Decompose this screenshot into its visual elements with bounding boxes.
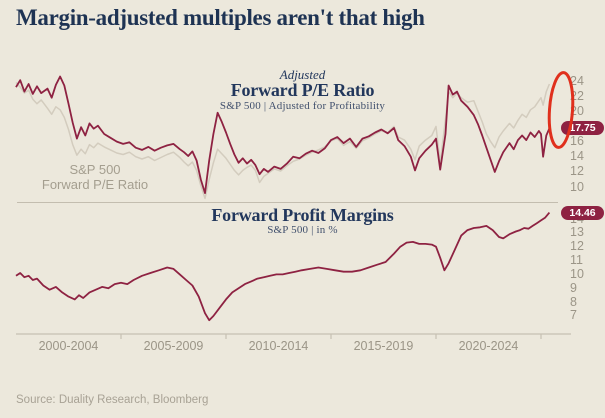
spx-series-label-line2: Forward P/E Ratio	[41, 177, 149, 192]
y-axis-tick-label: 24	[570, 73, 584, 88]
top-series-line	[15, 75, 551, 195]
x-axis-period-label: 2020-2024	[458, 339, 519, 353]
latest-value-badge-pe: 17.75	[561, 121, 604, 136]
x-axis-period-label: 2000-2004	[38, 339, 99, 353]
y-axis-tick-label: 22	[570, 88, 584, 103]
y-axis-tick-label: 9	[570, 280, 577, 295]
bottom-chart-subtitle: S&P 500 | in %	[267, 224, 338, 236]
y-axis-tick-label: 8	[570, 294, 577, 309]
top-chart-overline: Adjusted	[279, 67, 326, 82]
top-series-line	[15, 81, 551, 200]
bottom-chart-title: Forward Profit Margins	[211, 205, 394, 225]
x-axis-period-label: 2005-2009	[143, 339, 204, 353]
top-chart-title: Forward P/E Ratio	[230, 80, 375, 100]
bottom-series-line	[15, 212, 551, 322]
latest-value-badge-margin: 14.46	[561, 205, 604, 220]
spx-series-label-line1: S&P 500	[69, 162, 121, 177]
y-axis-tick-label: 13	[570, 225, 584, 240]
y-axis-tick-label: 11	[570, 253, 583, 268]
y-axis-tick-label: 16	[570, 134, 584, 149]
y-axis-tick-label: 14	[570, 149, 584, 164]
top-chart-subtitle: S&P 500 | Adjusted for Profitability	[219, 100, 386, 112]
y-axis-tick-label: 10	[570, 179, 584, 194]
y-axis-tick-label: 7	[570, 308, 577, 323]
y-axis-tick-label: 12	[570, 239, 584, 254]
y-axis-tick-label: 12	[570, 164, 584, 179]
x-axis-period-label: 2015-2019	[353, 339, 414, 353]
x-axis-period-label: 2010-2014	[248, 339, 309, 353]
spx-series-label: S&P 500 Forward P/E Ratio	[20, 162, 170, 192]
y-axis-tick-label: 10	[570, 266, 584, 281]
page-title: Margin-adjusted multiples aren't that hi…	[16, 5, 425, 30]
source-note: Source: Duality Research, Bloomberg	[16, 394, 209, 406]
y-axis-tick-label: 20	[570, 103, 584, 118]
